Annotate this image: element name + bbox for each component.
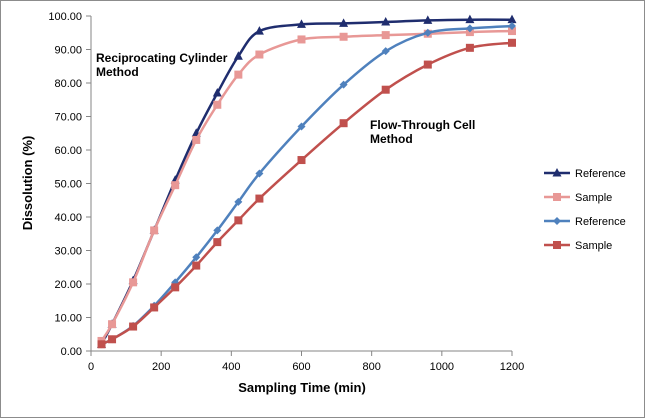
legend-label: Sample <box>575 192 612 204</box>
data-point <box>297 35 306 44</box>
legend-swatch-marker <box>553 241 561 249</box>
data-point <box>97 340 106 349</box>
y-tick-label: 80.00 <box>54 78 82 90</box>
annotation-line: Flow-Through Cell <box>370 118 475 132</box>
annotation-line: Method <box>370 132 413 146</box>
data-point <box>212 88 222 97</box>
legend-entry-1: Reference <box>544 168 626 180</box>
series-line <box>100 41 513 346</box>
data-point <box>507 14 517 24</box>
data-point <box>423 28 432 37</box>
data-point <box>234 197 243 206</box>
data-point <box>255 169 264 178</box>
data-point <box>465 24 474 33</box>
data-point <box>339 32 348 41</box>
data-point <box>171 181 180 190</box>
data-point <box>381 85 390 94</box>
y-tick-label: 70.00 <box>54 112 82 124</box>
x-tick-label: 200 <box>152 361 170 373</box>
data-point <box>465 14 475 24</box>
legend-entry-4: Sample <box>544 240 612 252</box>
data-point <box>297 19 306 28</box>
x-axis-title: Sampling Time (min) <box>238 380 366 395</box>
series-line <box>100 24 513 346</box>
data-point <box>297 156 306 165</box>
legend-swatch-marker <box>553 193 561 201</box>
data-point <box>234 70 243 79</box>
legend-entry-2: Sample <box>544 192 612 204</box>
x-tick-label: 0 <box>88 361 94 373</box>
data-point <box>150 226 159 235</box>
data-point <box>129 322 138 331</box>
data-point <box>108 320 117 329</box>
y-tick-label: 50.00 <box>54 179 82 191</box>
data-point <box>339 80 348 89</box>
x-tick-label: 1000 <box>430 361 454 373</box>
y-tick-label: 10.00 <box>54 313 82 325</box>
legend-label: Reference <box>575 216 626 228</box>
y-tick-label: 20.00 <box>54 279 82 291</box>
y-tick-label: 60.00 <box>54 145 82 157</box>
data-point <box>254 26 264 35</box>
series-2-sample <box>97 27 516 345</box>
data-point <box>381 47 390 56</box>
data-point <box>508 38 516 47</box>
data-point <box>465 43 474 52</box>
data-point <box>129 278 138 287</box>
x-tick-label: 1200 <box>500 361 524 373</box>
data-point <box>192 261 201 270</box>
data-point <box>381 31 390 40</box>
x-tick-label: 400 <box>222 361 240 373</box>
x-tick-label: 800 <box>362 361 380 373</box>
series-3-reference <box>97 22 516 349</box>
y-tick-label: 90.00 <box>54 45 82 57</box>
data-point <box>192 253 201 262</box>
y-tick-label: 40.00 <box>54 212 82 224</box>
legend: Reference Sample Reference Sample <box>544 168 626 252</box>
data-point <box>508 22 516 31</box>
tick-labels: 0.00 10.00 20.00 30.00 40.00 50.00 60.00 70.00 8… <box>48 11 524 373</box>
legend-label: Reference <box>575 168 626 180</box>
data-point <box>339 18 349 27</box>
y-tick-label: 100.00 <box>48 11 82 23</box>
data-point <box>255 50 264 59</box>
annotations: Reciprocating Cylinder MethodFlow-Through… <box>96 51 475 146</box>
annotation-line: Reciprocating Cylinder <box>96 51 228 65</box>
data-point <box>171 283 180 292</box>
data-point <box>381 17 391 26</box>
legend-entry-3: Reference <box>544 216 626 228</box>
data-point <box>297 122 306 131</box>
data-point <box>233 51 243 60</box>
annotation-1: Reciprocating Cylinder Method <box>96 51 228 79</box>
legend-swatch-marker <box>553 217 561 225</box>
data-point <box>108 335 117 344</box>
data-point <box>508 27 516 36</box>
y-tick-label: 30.00 <box>54 246 82 258</box>
series-4-sample <box>97 38 516 349</box>
data-point <box>213 100 222 109</box>
axes <box>86 15 513 356</box>
y-axis-title: Dissolution (%) <box>20 136 35 231</box>
data-point <box>150 303 159 312</box>
data-point <box>192 135 201 144</box>
legend-swatch-marker <box>552 168 562 177</box>
annotation-line: Method <box>96 65 139 79</box>
data-point <box>234 216 243 225</box>
data-point <box>423 15 433 24</box>
series-lines <box>97 14 517 349</box>
data-point <box>255 194 264 203</box>
data-point <box>423 60 432 69</box>
data-point <box>213 226 222 235</box>
annotation-2: Flow-Through Cell Method <box>370 118 475 146</box>
data-point <box>339 119 348 128</box>
legend-label: Sample <box>575 240 612 252</box>
data-point <box>213 238 222 247</box>
x-tick-label: 600 <box>292 361 310 373</box>
y-tick-label: 0.00 <box>61 346 82 358</box>
